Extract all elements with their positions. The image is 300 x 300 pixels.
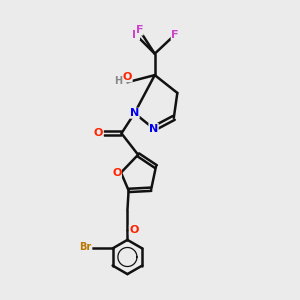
Text: N: N: [130, 108, 139, 118]
Text: O: O: [123, 72, 132, 82]
Text: Br: Br: [80, 242, 92, 252]
Text: O: O: [94, 128, 103, 138]
Text: H: H: [114, 76, 122, 86]
Text: O: O: [129, 225, 139, 235]
Text: F: F: [132, 30, 140, 40]
Text: F: F: [136, 25, 143, 35]
Text: F: F: [171, 30, 179, 40]
Text: N: N: [149, 124, 158, 134]
Text: O: O: [112, 168, 122, 178]
